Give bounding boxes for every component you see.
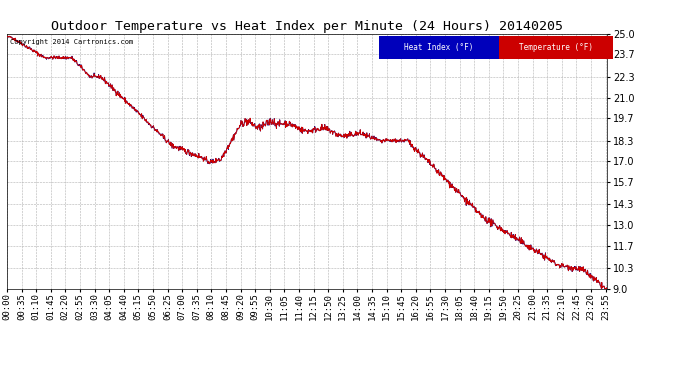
FancyBboxPatch shape — [379, 36, 499, 59]
FancyBboxPatch shape — [499, 36, 613, 59]
Text: Heat Index (°F): Heat Index (°F) — [404, 43, 474, 52]
Text: Temperature (°F): Temperature (°F) — [519, 43, 593, 52]
Title: Outdoor Temperature vs Heat Index per Minute (24 Hours) 20140205: Outdoor Temperature vs Heat Index per Mi… — [51, 20, 563, 33]
Text: Copyright 2014 Cartronics.com: Copyright 2014 Cartronics.com — [10, 39, 133, 45]
